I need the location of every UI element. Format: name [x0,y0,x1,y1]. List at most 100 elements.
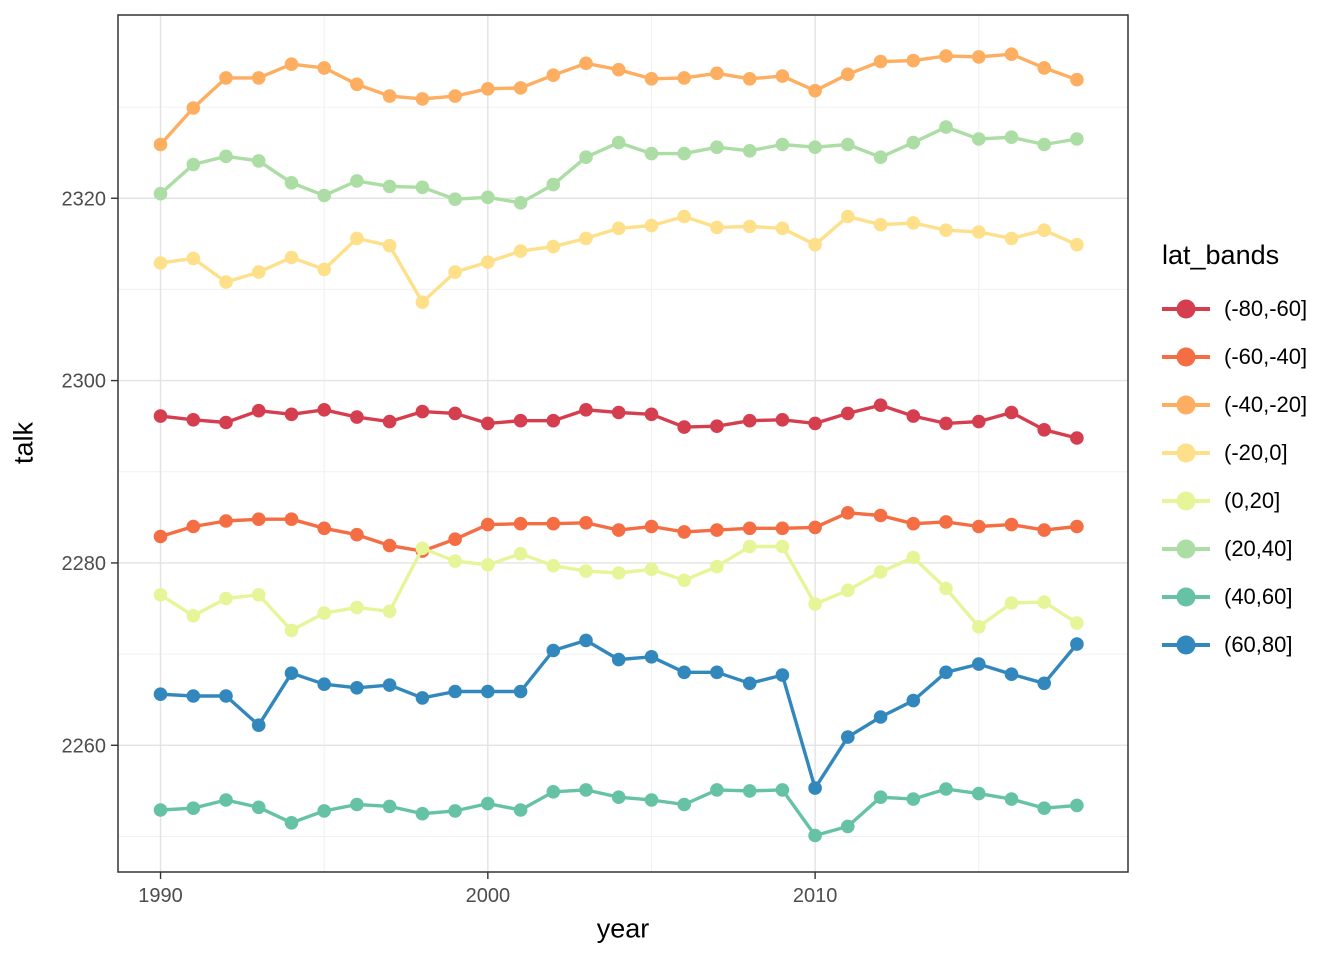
data-point [808,237,822,252]
y-tick-label: 2320 [62,188,107,210]
data-point [677,209,691,224]
data-point [742,539,757,554]
data-point [742,219,757,234]
data-point [841,209,855,224]
data-point [611,790,626,804]
data-point [415,806,430,821]
data-point [186,689,201,703]
legend-item-label: (60,80] [1224,632,1293,657]
legend-key-point [1176,539,1196,559]
x-tick-label: 1990 [138,885,183,907]
data-point [579,516,593,530]
data-point [906,550,921,565]
data-point [775,221,790,236]
data-point [841,583,855,598]
data-point [186,609,201,623]
data-point [579,633,593,648]
data-point [382,604,397,619]
data-point [1004,517,1019,532]
data-point [1037,676,1051,691]
data-point [481,416,495,431]
data-point [186,519,201,534]
data-point [153,529,168,544]
data-point [448,192,462,206]
data-point [350,527,364,542]
data-point [186,413,201,427]
data-point [415,404,430,419]
data-point [1004,596,1019,610]
data-point [1070,519,1084,534]
data-point [873,398,888,413]
data-point [1037,595,1051,609]
data-point [219,793,233,807]
data-point [644,146,659,161]
legend-item-label: (-20,0] [1224,440,1288,465]
data-point [513,413,528,428]
data-point [1037,523,1051,537]
data-point [644,407,659,422]
data-point [972,657,986,671]
data-point [317,262,332,277]
data-point [677,573,691,588]
data-point [710,783,724,797]
data-point [251,800,266,815]
x-tick-label: 2000 [466,885,511,907]
legend-title: lat_bands [1162,240,1280,270]
data-point [513,244,528,258]
data-point [382,414,397,429]
x-axis-title: year [596,913,650,944]
legend-key-icon [1162,539,1210,559]
data-point [775,783,790,797]
data-point [808,828,822,843]
legend-key-point [1176,395,1196,415]
data-point [1004,231,1019,246]
data-point [415,541,430,556]
data-point [1037,223,1051,237]
data-point [382,678,397,692]
legend-item: (40,60] [1160,573,1307,621]
data-point [382,89,397,103]
data-point [939,581,953,596]
data-point [415,92,430,106]
data-point [284,57,299,71]
data-point [481,255,495,269]
data-point [972,414,986,429]
series-(20,40] [153,120,1084,210]
panel-background [118,15,1128,872]
data-point [350,600,364,615]
data-point [644,218,659,233]
data-point [219,591,233,606]
data-point [579,564,593,578]
legend-key-icon [1162,299,1210,319]
data-point [219,275,233,289]
data-point [284,407,299,422]
data-point [611,62,626,77]
data-point [841,406,855,421]
data-point [742,72,757,86]
data-point [710,66,724,81]
data-point [513,196,528,210]
data-point [219,415,233,430]
data-point [284,623,299,638]
series-(-80,-60] [153,398,1084,445]
data-point [808,83,822,98]
data-point [906,693,921,708]
data-point [382,538,397,553]
data-point [481,558,495,572]
legend-key-icon [1162,587,1210,607]
data-point [808,781,822,795]
data-point [873,710,888,724]
data-point [186,801,201,815]
data-point [972,620,986,634]
legend-item: (60,80] [1160,621,1307,669]
data-point [153,588,168,602]
data-point [677,797,691,812]
data-point [546,558,561,573]
data-point [382,238,397,253]
data-point [251,403,266,418]
data-point [972,786,986,801]
data-point [153,687,168,701]
data-point [611,221,626,236]
data-point [317,677,332,691]
